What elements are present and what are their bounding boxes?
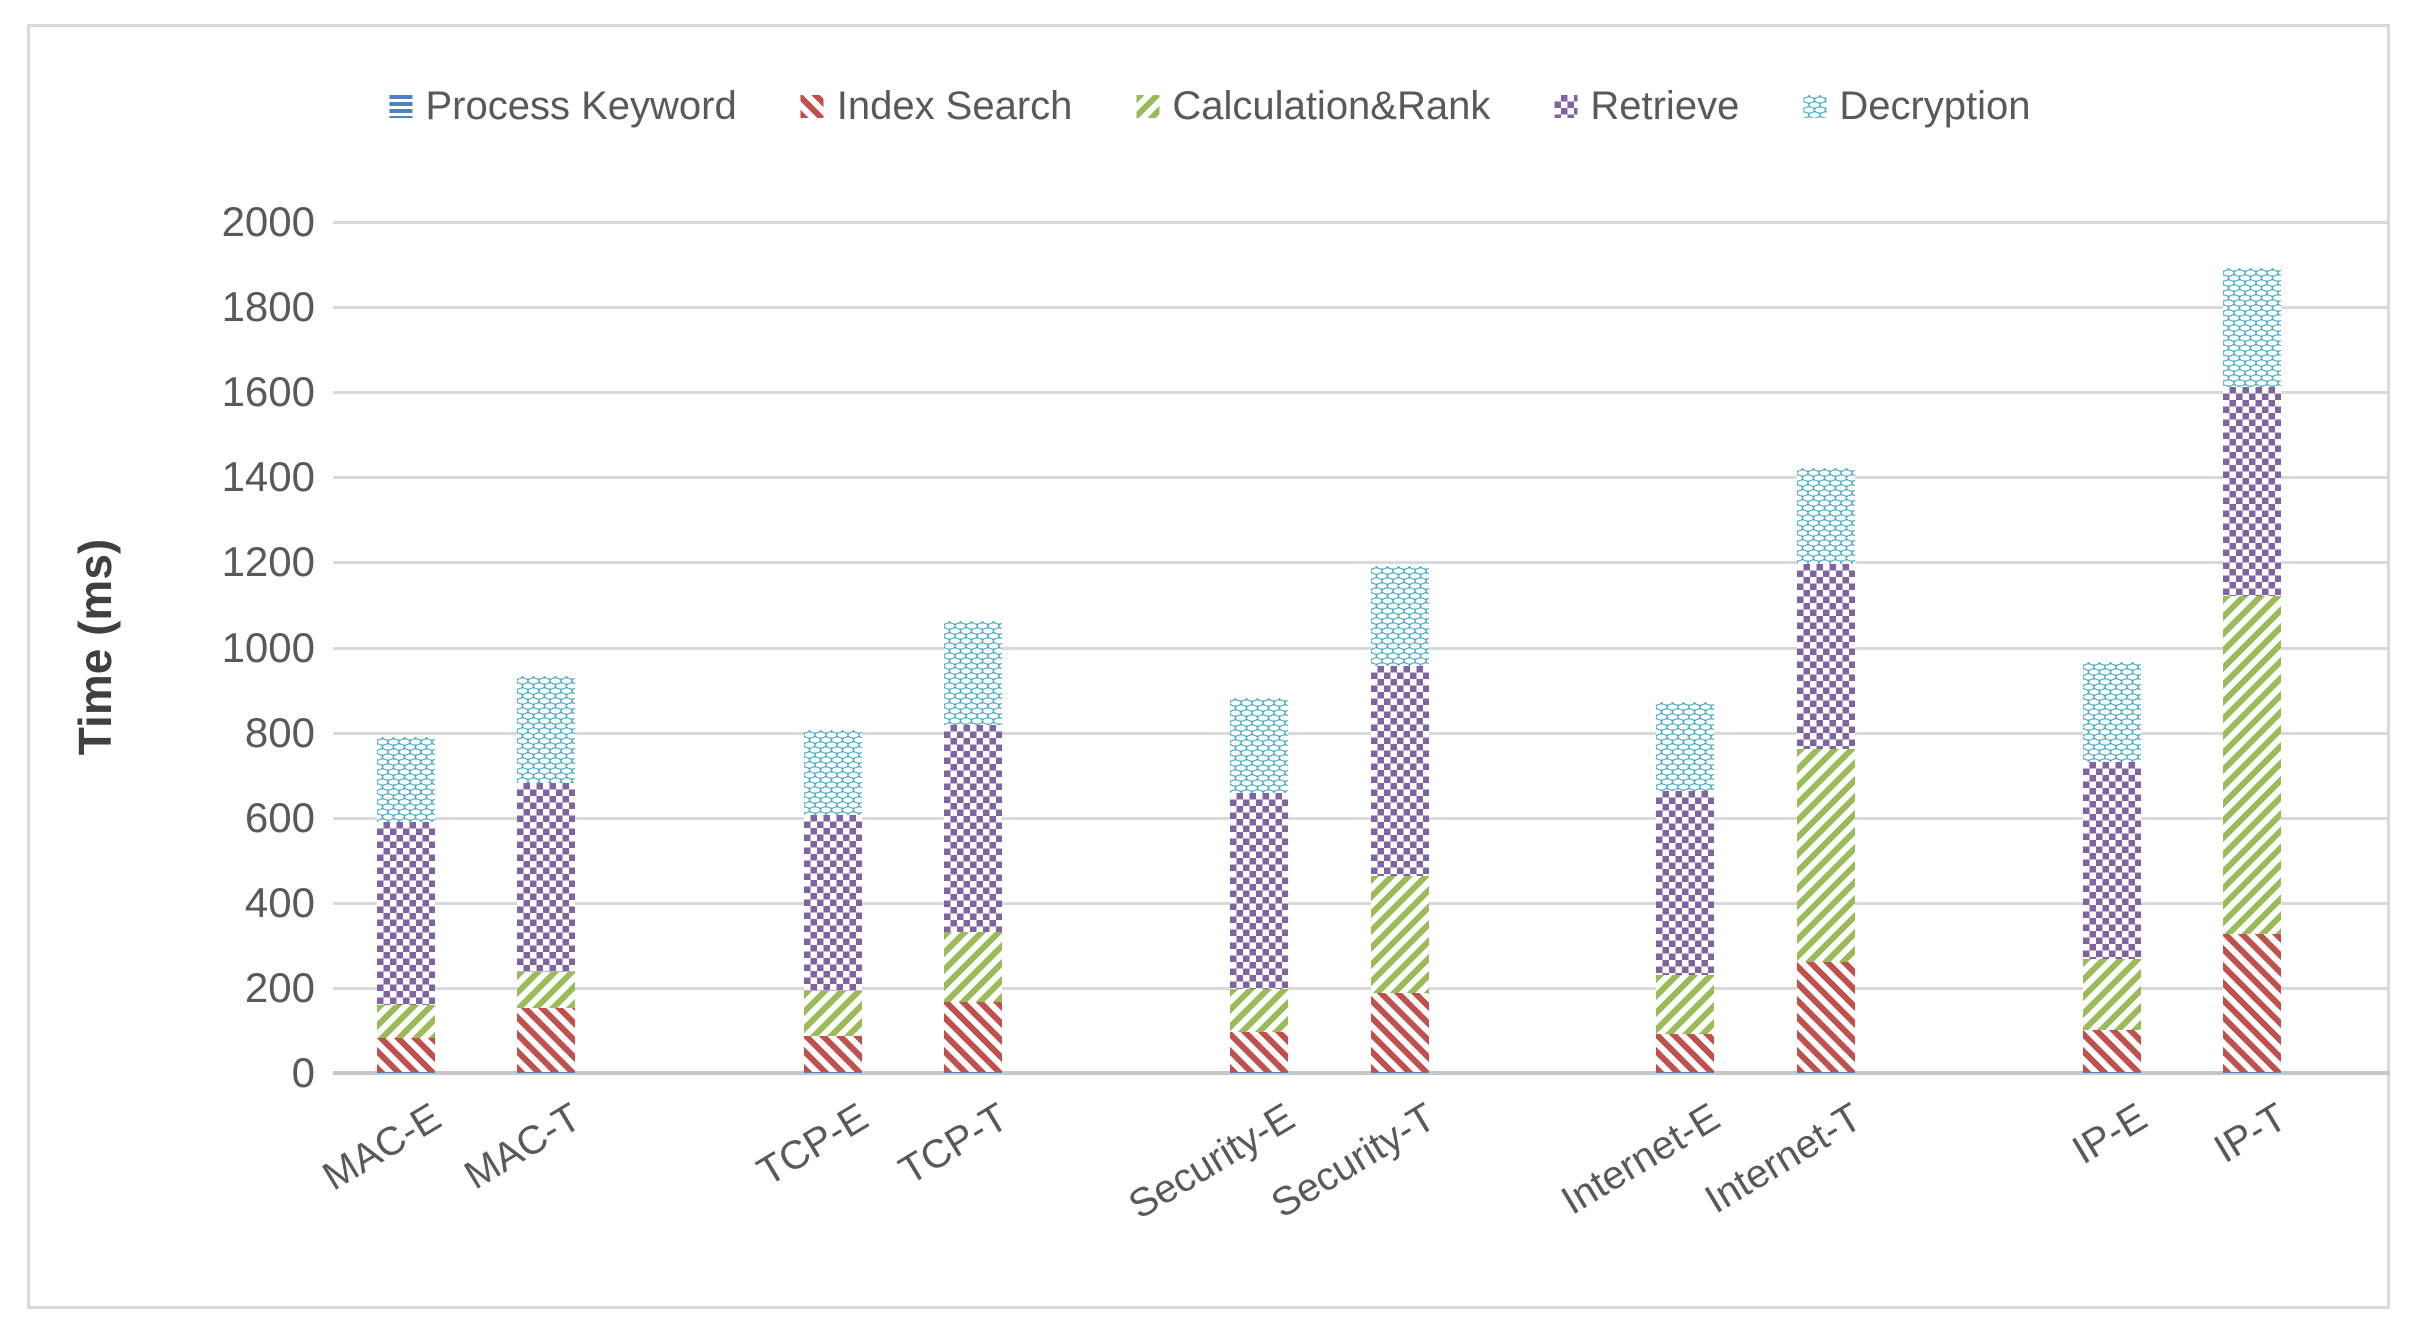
legend-swatch-diagonal-up bbox=[1136, 95, 1160, 118]
legend-label: Process Keyword bbox=[425, 84, 737, 128]
bar-segment bbox=[2223, 595, 2281, 934]
y-tick-label: 1200 bbox=[221, 538, 315, 586]
bar-segment bbox=[944, 1072, 1002, 1073]
bar-segment bbox=[1797, 961, 1855, 1073]
x-axis-line bbox=[333, 1071, 2390, 1075]
gridline bbox=[333, 816, 2390, 820]
legend-item: Calculation&Rank bbox=[1136, 84, 1490, 129]
legend-swatch-checker bbox=[1554, 95, 1578, 118]
bar-segment bbox=[377, 1038, 435, 1073]
y-tick-label: 1800 bbox=[221, 283, 315, 331]
y-tick-label: 2000 bbox=[221, 198, 315, 245]
bar-segment bbox=[1797, 563, 1855, 749]
bar-segment bbox=[944, 621, 1002, 726]
bar-segment bbox=[2223, 1072, 2281, 1073]
legend-label: Calculation&Rank bbox=[1172, 84, 1491, 128]
bar-segment bbox=[1797, 748, 1855, 962]
bar-segment bbox=[517, 676, 575, 783]
bar-segment bbox=[804, 1072, 862, 1073]
y-tick-label: 800 bbox=[244, 708, 315, 756]
bar-segment bbox=[517, 972, 575, 1009]
y-tick-label: 400 bbox=[244, 878, 315, 926]
y-tick-label: 600 bbox=[244, 793, 315, 841]
bar-segment bbox=[1656, 1072, 1714, 1073]
bar-segment bbox=[517, 1008, 575, 1073]
bar-segment bbox=[377, 1004, 435, 1039]
legend-swatch-horizontal-lines bbox=[389, 95, 413, 118]
bar-segment bbox=[517, 782, 575, 973]
legend-label: Index Search bbox=[836, 84, 1073, 128]
bar-segment bbox=[1230, 697, 1288, 794]
bar-segment bbox=[1230, 1031, 1288, 1073]
bar-segment bbox=[804, 1035, 862, 1073]
bar-segment bbox=[2083, 761, 2141, 960]
gridline bbox=[333, 731, 2390, 735]
legend: Process Keyword Index Search Calculation&R… bbox=[389, 84, 2031, 129]
legend-item: Index Search bbox=[800, 84, 1073, 129]
y-axis-title: Time (ms) bbox=[69, 538, 121, 756]
bar-segment bbox=[2223, 387, 2281, 596]
y-tick-label: 1400 bbox=[221, 453, 315, 501]
bar-segment bbox=[2083, 661, 2141, 762]
gridline bbox=[333, 986, 2390, 990]
y-tick-label: 1000 bbox=[221, 623, 315, 671]
bar-segment bbox=[1230, 793, 1288, 990]
bar-segment bbox=[1371, 1072, 1429, 1073]
y-tick-label: 200 bbox=[244, 963, 315, 1011]
bar-segment bbox=[1656, 1033, 1714, 1073]
bar-segment bbox=[1656, 701, 1714, 792]
legend-swatch-dash-checker bbox=[1803, 95, 1827, 118]
bar-segment bbox=[1371, 565, 1429, 666]
bar-segment bbox=[1656, 975, 1714, 1034]
bar-segment bbox=[517, 1072, 575, 1073]
bar-segment bbox=[377, 821, 435, 1005]
bar-segment bbox=[2223, 933, 2281, 1073]
bar-segment bbox=[804, 991, 862, 1036]
gridline bbox=[333, 901, 2390, 905]
bar-segment bbox=[944, 931, 1002, 1002]
gridline bbox=[333, 561, 2390, 565]
gridline bbox=[333, 391, 2390, 395]
legend-item: Decryption bbox=[1803, 84, 2031, 129]
bar-segment bbox=[1797, 1072, 1855, 1073]
bar-segment bbox=[1371, 876, 1429, 994]
legend-label: Retrieve bbox=[1590, 84, 1740, 128]
bar-segment bbox=[804, 729, 862, 815]
bar-segment bbox=[1371, 665, 1429, 877]
chart-border bbox=[27, 24, 2390, 1309]
legend-item: Retrieve bbox=[1554, 84, 1739, 129]
bar-segment bbox=[1371, 993, 1429, 1073]
bar-segment bbox=[377, 1072, 435, 1073]
gridline bbox=[333, 306, 2390, 310]
bar-segment bbox=[804, 814, 862, 992]
bar-segment bbox=[1797, 467, 1855, 564]
bar-segment bbox=[944, 1001, 1002, 1073]
bar-segment bbox=[944, 725, 1002, 932]
bar-segment bbox=[2223, 267, 2281, 388]
legend-swatch-diagonal-down bbox=[800, 95, 824, 118]
legend-label: Decryption bbox=[1839, 84, 2031, 128]
gridline bbox=[333, 646, 2390, 650]
bar-segment bbox=[2083, 1072, 2141, 1073]
gridline bbox=[333, 221, 2390, 224]
bar-segment bbox=[2083, 959, 2141, 1030]
gridline bbox=[333, 476, 2390, 480]
bar-segment bbox=[377, 736, 435, 822]
y-tick-label: 1600 bbox=[221, 368, 315, 416]
bar-segment bbox=[1656, 791, 1714, 976]
y-tick-label: 0 bbox=[291, 1049, 315, 1096]
bar-segment bbox=[1230, 989, 1288, 1032]
bar-segment bbox=[1230, 1072, 1288, 1073]
legend-item: Process Keyword bbox=[389, 84, 737, 129]
bar-segment bbox=[2083, 1029, 2141, 1073]
